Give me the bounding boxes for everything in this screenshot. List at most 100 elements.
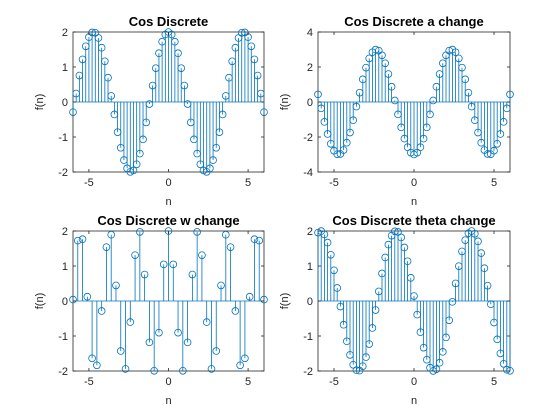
stem-marker (104, 73, 112, 82)
stem-marker (231, 307, 240, 315)
stem-marker (150, 366, 158, 375)
stem-marker (397, 233, 406, 242)
stem-series (69, 28, 268, 176)
subplot-2: -5 0 5 -4 -2 0 2 4 Cos Discrete a change n f(n) (279, 14, 514, 208)
stem-marker (164, 227, 173, 235)
y-tick-label: 2 (62, 27, 68, 39)
x-tick-label: -5 (329, 177, 339, 189)
stem-series (314, 227, 514, 375)
stem-marker (250, 235, 259, 244)
stem-marker (145, 100, 154, 108)
stem-marker (483, 281, 492, 290)
stem-marker (438, 348, 447, 356)
y-tick-label: -1 (58, 331, 68, 343)
stem-marker (346, 128, 354, 137)
stem-marker (73, 236, 82, 245)
y-tick-label: 0 (62, 97, 68, 109)
stem-marker (136, 228, 144, 236)
x-tick-label: -5 (329, 376, 339, 388)
stem-marker (140, 270, 149, 279)
stem-marker (416, 143, 425, 152)
stem-marker (132, 160, 141, 169)
y-tick-label: -2 (58, 167, 68, 179)
chart-title: Cos Discrete (129, 14, 208, 29)
stem-marker (142, 118, 151, 127)
stem-marker (69, 108, 77, 116)
subplot-4: -5 0 5 -2 -1 0 1 2 Cos Discrete theta change n f(n… (279, 213, 514, 407)
stem-marker (422, 123, 431, 132)
stem-marker (155, 328, 163, 337)
y-tick-label: 2 (307, 62, 313, 74)
y-tick-label: 0 (307, 97, 313, 109)
stem-marker (159, 260, 168, 269)
stem-marker (403, 257, 412, 266)
stem-marker (107, 92, 115, 100)
stem-marker (390, 96, 399, 105)
y-tick-label: -1 (58, 132, 68, 144)
y-tick-label: -1 (303, 331, 313, 343)
stem-marker (365, 340, 374, 348)
y-tick-label: 1 (307, 261, 313, 273)
stem-marker (206, 164, 214, 173)
stem-marker (432, 365, 441, 374)
stem-marker (69, 295, 77, 304)
stem-marker (97, 307, 106, 315)
y-tick-label: -2 (303, 366, 313, 378)
chart-title: Cos Discrete w change (97, 213, 239, 228)
stem-marker (371, 45, 380, 54)
y-axis-label: f(n) (279, 94, 291, 111)
stem-marker (102, 243, 111, 251)
x-axis-label: n (411, 196, 417, 208)
y-tick-label: -2 (303, 132, 313, 144)
y-tick-label: 2 (62, 226, 68, 238)
stem-marker (493, 139, 502, 148)
stem-marker (381, 59, 390, 68)
stem-marker (171, 37, 179, 46)
x-tick-label: -5 (84, 177, 94, 189)
stem-marker (107, 230, 115, 239)
stem-series (69, 227, 268, 375)
y-axis-label: f(n) (279, 293, 291, 310)
stem-marker (458, 63, 466, 72)
stem-marker (212, 143, 221, 152)
y-tick-label: 0 (62, 296, 68, 308)
stem-marker (506, 90, 514, 99)
chart-title: Cos Discrete theta change (332, 213, 495, 228)
x-tick-label: -5 (84, 376, 94, 388)
x-axis-label: n (411, 395, 417, 407)
stem-marker (435, 358, 444, 367)
stem-marker (323, 238, 332, 247)
stem-marker (490, 146, 498, 155)
stem-marker (384, 70, 393, 78)
y-tick-label: 0 (307, 296, 313, 308)
x-tick-label: 5 (245, 376, 251, 388)
stem-marker (245, 292, 254, 301)
stem-series (314, 45, 514, 159)
stem-marker (314, 90, 322, 99)
stem-marker (499, 118, 508, 126)
stem-marker (506, 367, 514, 375)
stem-marker (131, 251, 139, 259)
stem-marker (464, 88, 473, 97)
stem-marker (136, 149, 144, 158)
stem-marker (218, 110, 227, 119)
stem-marker (188, 270, 197, 279)
y-axis-label: f(n) (34, 94, 46, 111)
stem-marker (470, 229, 479, 238)
stem-marker (260, 108, 268, 116)
subplot-3: -5 0 5 -2 -1 0 1 2 Cos Discrete w change n f(n) (34, 213, 268, 407)
stem-marker (442, 333, 450, 342)
stem-marker (339, 146, 348, 154)
stem-marker (454, 54, 463, 63)
stem-marker (226, 243, 235, 251)
stem-marker (93, 361, 101, 370)
stem-marker (139, 135, 147, 144)
stem-marker (236, 361, 244, 370)
stem-marker (78, 235, 87, 244)
stem-marker (169, 260, 178, 269)
stem-marker (378, 51, 386, 60)
subplot-1: -5 0 5 -2 -1 0 1 2 Cos Discrete n f(n) (34, 14, 268, 208)
y-tick-label: -2 (58, 366, 68, 378)
stem-marker (362, 353, 370, 361)
